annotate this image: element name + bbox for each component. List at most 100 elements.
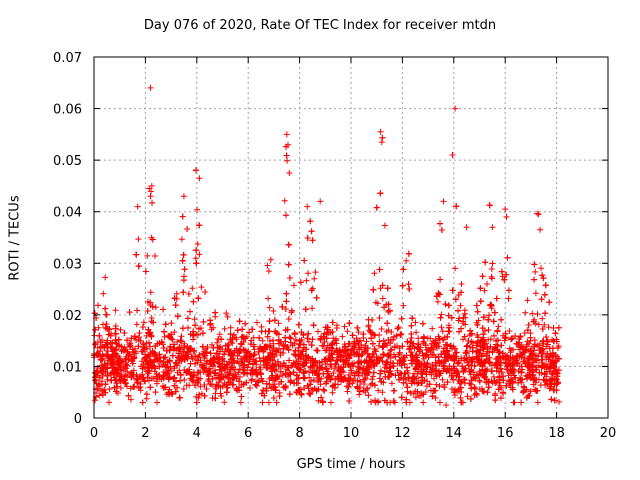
roti-point — [265, 295, 272, 302]
roti-point — [345, 383, 352, 390]
roti-point — [239, 358, 246, 365]
roti-point — [413, 354, 420, 361]
roti-point — [309, 336, 316, 343]
roti-point — [324, 365, 330, 372]
roti-point — [327, 376, 334, 383]
roti-point — [184, 315, 191, 322]
roti-point — [369, 317, 376, 323]
roti-point — [113, 388, 120, 395]
roti-point — [310, 322, 317, 329]
roti-point — [239, 326, 246, 333]
roti-point — [309, 237, 316, 244]
roti-point — [172, 302, 179, 309]
roti-point — [361, 381, 367, 387]
roti-point — [495, 337, 501, 344]
roti-point — [458, 325, 465, 332]
roti-point — [333, 335, 339, 342]
roti-point — [526, 367, 533, 374]
roti-point — [133, 375, 140, 382]
roti-point — [290, 369, 297, 376]
roti-point — [416, 348, 423, 355]
roti-point — [142, 354, 149, 361]
roti-point — [260, 355, 267, 362]
roti-point — [195, 376, 202, 383]
roti-point — [171, 382, 178, 389]
roti-point — [314, 347, 321, 354]
roti-point — [507, 349, 514, 356]
roti-point — [176, 394, 183, 401]
roti-point — [227, 324, 234, 331]
roti-point — [455, 307, 461, 314]
roti-point — [361, 358, 368, 365]
roti-point — [280, 342, 287, 349]
roti-point — [137, 338, 144, 344]
roti-point — [344, 328, 351, 335]
roti-point — [270, 308, 277, 314]
roti-point — [415, 379, 422, 386]
roti-point — [282, 334, 289, 341]
roti-point — [465, 338, 472, 344]
roti-point — [438, 227, 445, 233]
roti-point — [464, 393, 471, 400]
roti-point — [408, 335, 415, 341]
roti-point — [285, 344, 291, 350]
roti-point — [237, 347, 244, 354]
roti-point — [447, 343, 453, 350]
roti-point — [379, 389, 386, 396]
roti-point — [187, 308, 193, 315]
roti-point — [545, 324, 552, 331]
roti-point — [388, 346, 395, 353]
roti-point — [337, 349, 344, 356]
roti-point — [394, 325, 401, 332]
roti-point — [452, 296, 459, 303]
roti-point — [315, 397, 322, 404]
roti-point — [399, 282, 406, 289]
roti-point — [357, 378, 364, 385]
roti-point — [485, 384, 492, 391]
roti-point — [306, 390, 313, 397]
roti-point — [387, 364, 394, 371]
roti-point — [311, 275, 318, 282]
roti-point — [139, 374, 146, 381]
roti-point — [475, 372, 482, 379]
roti-point — [470, 355, 476, 362]
roti-point — [535, 321, 542, 328]
roti-point — [267, 256, 274, 263]
roti-point — [264, 359, 271, 366]
roti-point — [398, 394, 405, 401]
roti-point — [152, 389, 159, 396]
roti-point — [489, 275, 495, 282]
roti-point — [426, 381, 433, 388]
roti-point — [376, 338, 383, 345]
roti-point — [511, 399, 518, 406]
roti-point — [235, 369, 242, 376]
roti-point — [177, 337, 184, 344]
roti-point — [412, 394, 419, 401]
roti-point — [493, 295, 500, 302]
roti-point — [456, 328, 462, 335]
roti-point — [455, 359, 462, 366]
roti-point — [116, 357, 123, 364]
roti-point — [445, 312, 452, 319]
roti-point — [258, 375, 265, 382]
roti-point — [269, 372, 276, 379]
roti-point — [146, 353, 153, 360]
roti-point — [298, 351, 305, 358]
roti-point — [444, 341, 451, 348]
roti-point — [474, 354, 481, 361]
roti-point — [479, 325, 486, 332]
roti-point — [437, 276, 444, 283]
roti-point — [101, 344, 108, 351]
roti-point — [486, 202, 493, 209]
roti-point — [255, 348, 262, 355]
roti-point — [93, 351, 100, 358]
roti-point — [210, 355, 217, 362]
roti-point — [375, 398, 381, 405]
roti-point — [401, 361, 408, 368]
roti-point — [532, 290, 539, 297]
roti-point — [219, 355, 226, 362]
roti-point — [485, 327, 492, 333]
roti-point — [250, 343, 257, 350]
roti-point — [264, 333, 271, 340]
roti-point — [349, 332, 356, 339]
